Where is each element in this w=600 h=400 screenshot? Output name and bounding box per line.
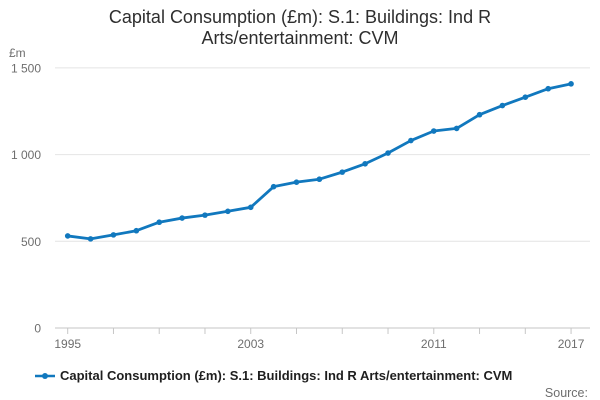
data-point[interactable] [110, 232, 117, 238]
legend-marker-dot [42, 372, 48, 379]
data-point[interactable] [133, 227, 140, 234]
data-point[interactable] [430, 128, 437, 134]
data-point[interactable] [293, 179, 300, 185]
x-tick-label: 2011 [421, 337, 447, 351]
chart-title-line1: Capital Consumption (£m): S.1: Buildings… [108, 7, 492, 27]
source-label: Source: [544, 386, 588, 400]
chart-title-line2: Arts/entertainment: CVM [201, 28, 399, 48]
line-chart-svg: 0 500 1 000 1 500 1995 2003 2011 2017 [11, 61, 590, 351]
data-point[interactable] [64, 233, 71, 239]
data-point[interactable] [87, 236, 94, 242]
chart-title: Capital Consumption (£m): S.1: Buildings… [0, 7, 600, 49]
data-point[interactable] [453, 125, 460, 132]
data-point[interactable] [270, 183, 277, 190]
data-point[interactable] [545, 85, 551, 92]
x-tick-label: 2017 [558, 337, 585, 351]
data-point[interactable] [202, 212, 208, 218]
y-tick-label: 0 [34, 322, 41, 336]
data-point[interactable] [156, 219, 163, 226]
data-point[interactable] [362, 160, 368, 167]
data-point[interactable] [339, 169, 346, 175]
y-tick-label: 1 000 [11, 148, 41, 162]
legend: Capital Consumption (£m): S.1: Buildings… [35, 368, 595, 383]
legend-label: Capital Consumption (£m): S.1: Buildings… [60, 368, 513, 383]
y-tick-label: 1 500 [11, 61, 41, 75]
y-tick-label: 500 [21, 235, 41, 249]
data-point[interactable] [316, 176, 323, 183]
data-point[interactable] [225, 208, 231, 215]
data-point[interactable] [179, 215, 185, 221]
data-point[interactable] [476, 111, 483, 118]
data-line [66, 82, 573, 241]
data-point[interactable] [408, 137, 414, 144]
data-point[interactable] [522, 94, 529, 101]
legend-line-dot-marker-icon [35, 372, 55, 379]
data-point[interactable] [385, 150, 391, 156]
x-tick-label: 1995 [54, 337, 81, 351]
x-tick-label: 2003 [237, 337, 264, 351]
data-point[interactable] [499, 102, 506, 109]
y-axis-unit-label: £m [9, 46, 26, 60]
data-point[interactable] [568, 81, 574, 87]
data-point[interactable] [247, 204, 254, 211]
